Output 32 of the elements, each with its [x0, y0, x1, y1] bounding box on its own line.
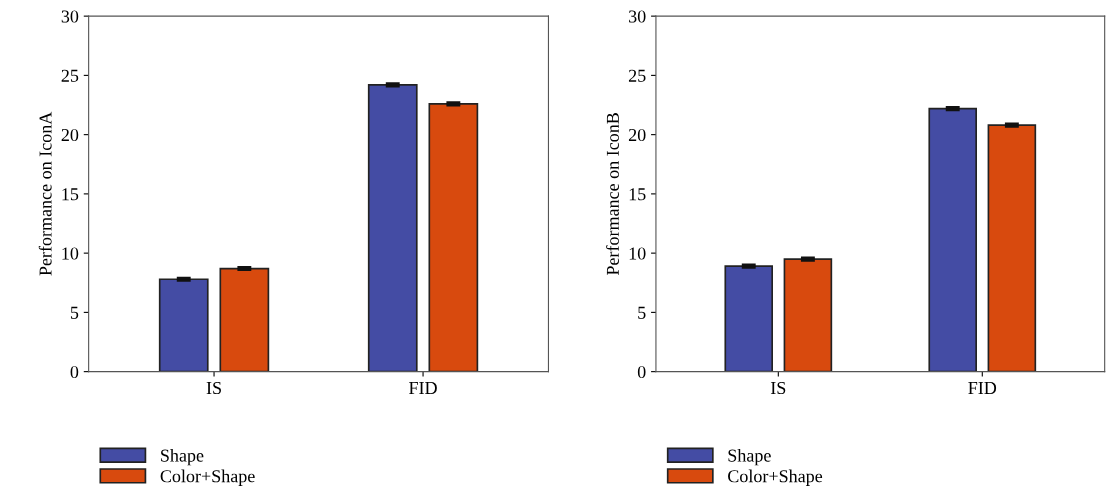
y-tick-label: 10 — [629, 247, 646, 260]
y-tick-label: 0 — [637, 365, 646, 379]
bar — [928, 107, 978, 372]
bar — [724, 265, 774, 372]
x-tick-label: FID — [409, 382, 437, 394]
bar — [158, 278, 209, 372]
bar — [428, 102, 479, 372]
bar — [219, 267, 270, 372]
y-tick-label: 30 — [629, 10, 646, 23]
y-axis-title: Performance on IconB — [606, 113, 619, 276]
y-tick-label: 5 — [70, 306, 79, 319]
y-tick-label: 10 — [62, 247, 79, 260]
y-tick-label: 25 — [61, 69, 79, 82]
y-tick-label: 5 — [638, 306, 646, 319]
legend-label: Shape — [728, 448, 771, 466]
bar — [367, 84, 418, 372]
y-tick-label: 30 — [61, 10, 79, 23]
x-tick-label: FID — [968, 382, 997, 394]
y-tick-label: 15 — [629, 188, 646, 201]
x-tick-label: IS — [206, 381, 221, 395]
x-tick-label: IS — [770, 381, 786, 395]
legend-label: Color+Shape — [160, 469, 255, 486]
legend-label: Shape — [161, 448, 204, 466]
y-axis-title: Performance on IconA — [38, 111, 52, 276]
y-tick-label: 0 — [70, 365, 79, 379]
bar — [783, 258, 833, 372]
y-tick-label: 20 — [61, 128, 79, 142]
y-tick-label: 25 — [628, 69, 646, 82]
bar — [987, 124, 1037, 372]
legend-label: Color+Shape — [728, 469, 823, 486]
y-tick-label: 15 — [62, 188, 79, 201]
y-tick-label: 20 — [628, 128, 646, 142]
